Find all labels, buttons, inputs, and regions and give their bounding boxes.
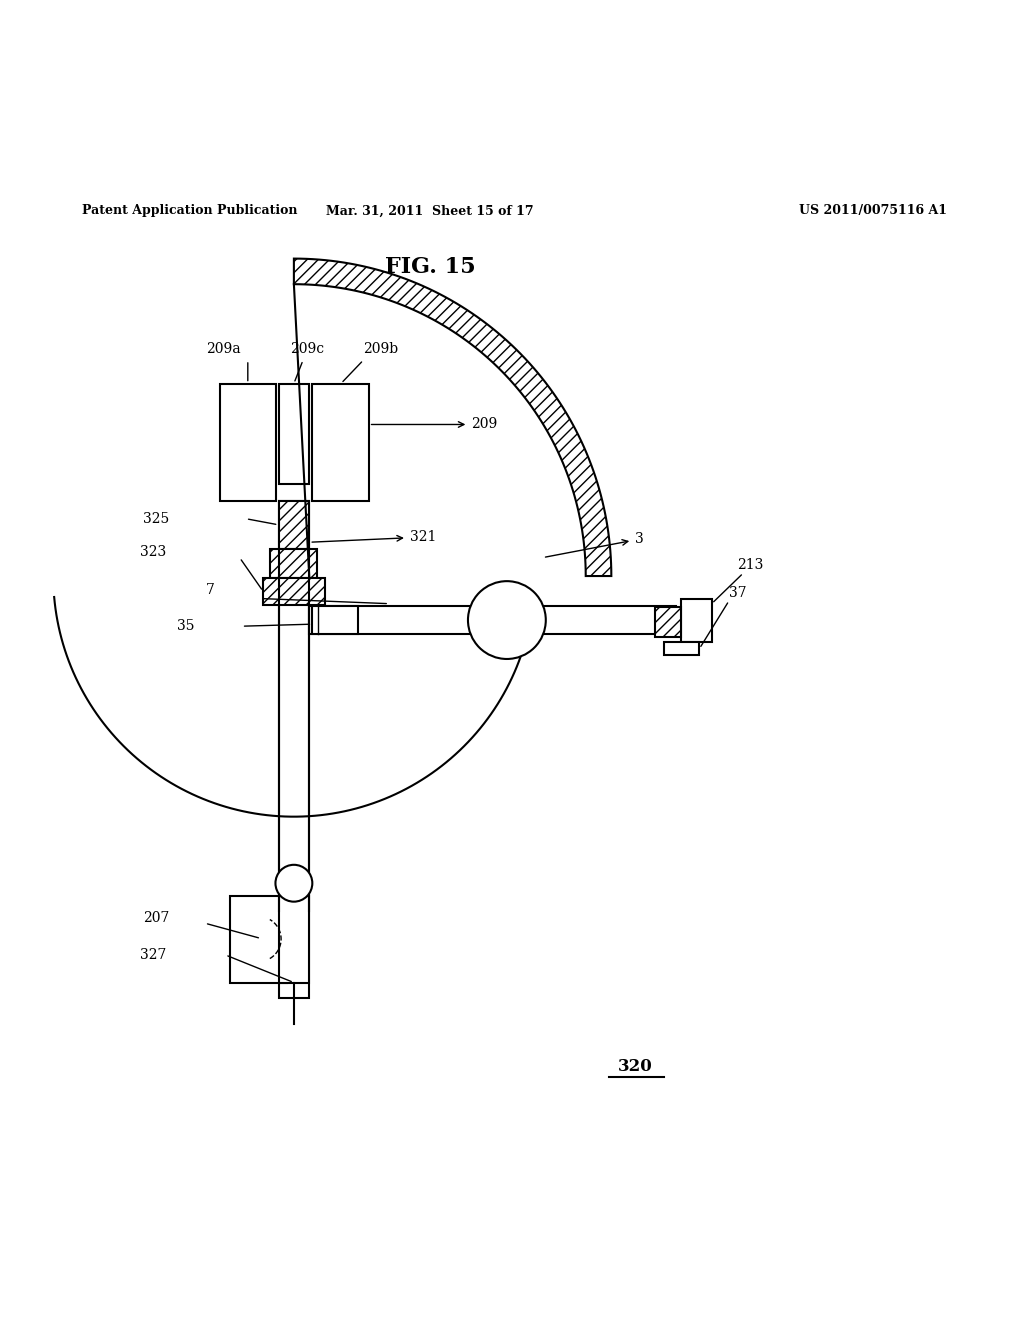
- Bar: [270, 549, 317, 578]
- Text: 320: 320: [617, 1057, 652, 1074]
- Text: US 2011/0075116 A1: US 2011/0075116 A1: [799, 205, 947, 218]
- Text: 209a: 209a: [206, 342, 241, 356]
- Bar: [681, 598, 712, 642]
- Text: 213: 213: [737, 558, 764, 572]
- Bar: [312, 384, 369, 502]
- Text: 327: 327: [139, 948, 166, 962]
- Text: 209c: 209c: [290, 342, 325, 356]
- Bar: [220, 384, 276, 502]
- Text: Patent Application Publication: Patent Application Publication: [82, 205, 297, 218]
- Bar: [263, 578, 325, 605]
- Bar: [655, 607, 681, 638]
- Text: 209b: 209b: [364, 342, 398, 356]
- Text: Mar. 31, 2011  Sheet 15 of 17: Mar. 31, 2011 Sheet 15 of 17: [327, 205, 534, 218]
- Text: 3: 3: [546, 532, 644, 557]
- Bar: [309, 606, 676, 635]
- Bar: [279, 502, 309, 998]
- Text: 37: 37: [729, 586, 746, 601]
- Bar: [279, 384, 309, 484]
- Circle shape: [468, 581, 546, 659]
- Bar: [312, 606, 358, 635]
- Bar: [230, 895, 287, 982]
- Bar: [279, 502, 309, 549]
- Text: 325: 325: [142, 512, 169, 525]
- Text: 35: 35: [177, 619, 195, 634]
- Text: FIG. 15: FIG. 15: [385, 256, 475, 277]
- Text: 209: 209: [372, 417, 498, 432]
- Polygon shape: [294, 259, 611, 576]
- Circle shape: [275, 865, 312, 902]
- Text: 323: 323: [139, 545, 166, 560]
- Bar: [664, 642, 699, 655]
- Bar: [279, 895, 309, 982]
- Text: 207: 207: [142, 911, 169, 925]
- Text: 321: 321: [312, 531, 436, 544]
- Text: 7: 7: [206, 583, 215, 598]
